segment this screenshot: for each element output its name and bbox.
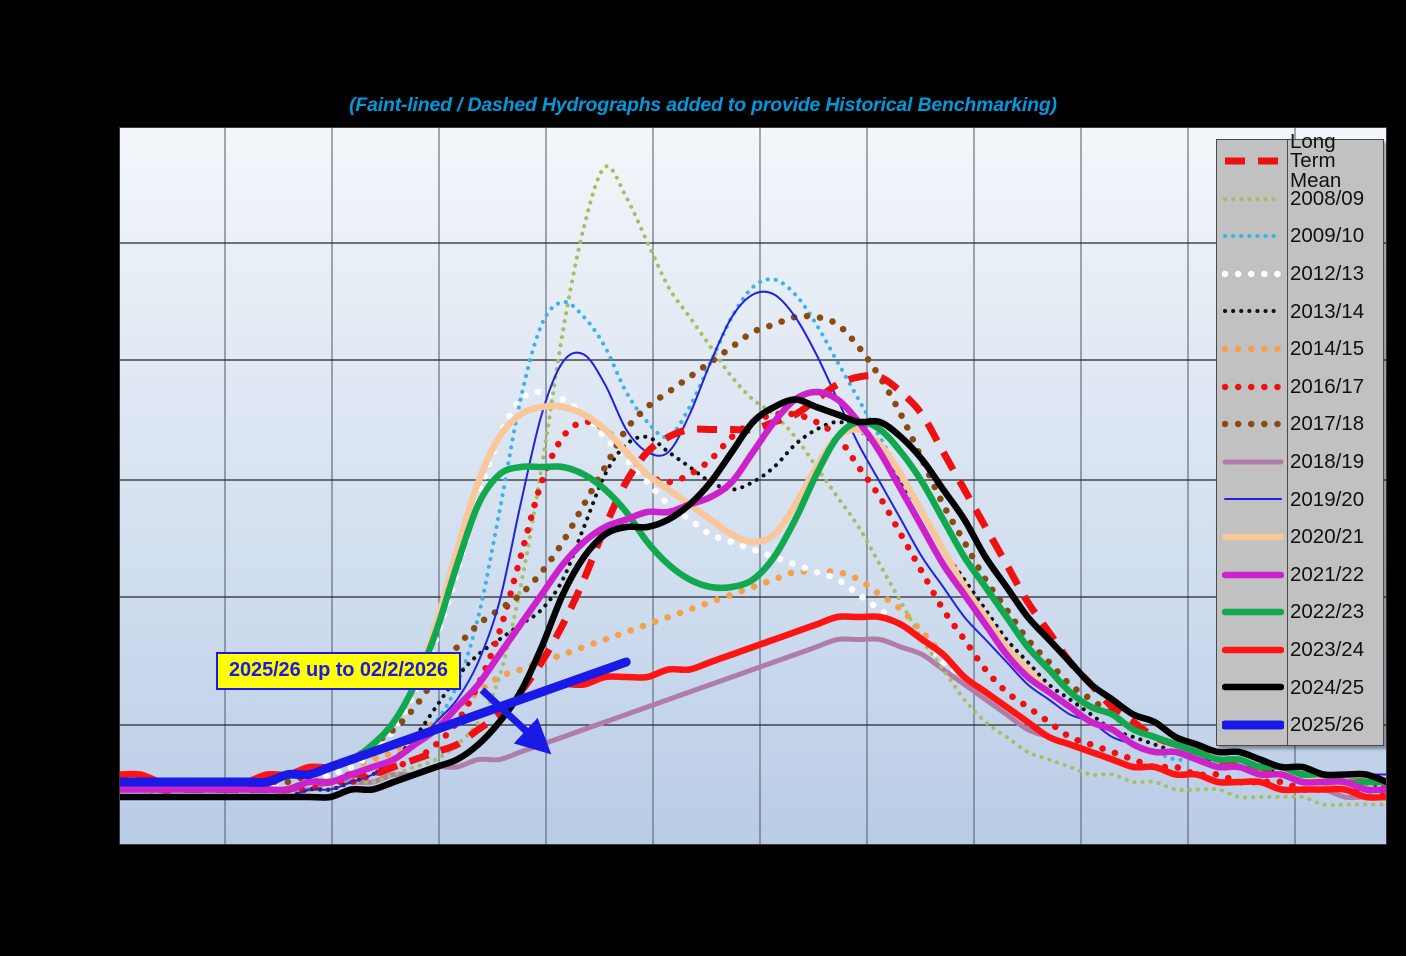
series-2021-22: [119, 388, 1387, 794]
legend-label-2019-20: 2019/20: [1290, 487, 1365, 511]
series-2016-17: [119, 410, 1387, 801]
legend-swatch-long-term-mean: [1222, 150, 1284, 172]
legend-item-2020-21[interactable]: 2020/21: [1217, 518, 1385, 556]
legend-swatch-2023-24: [1222, 639, 1284, 661]
annotation-callout: 2025/26 up to 02/2/2026: [216, 652, 461, 690]
legend-swatch-2025-26: [1222, 714, 1284, 736]
plot-area: [119, 127, 1387, 845]
chart-subtitle: (Faint-lined / Dashed Hydrographs added …: [349, 94, 1057, 116]
legend-swatch-2014-15: [1222, 338, 1284, 360]
legend-box[interactable]: Long Term Mean 2008/09 2009/10 2012/13 2013/…: [1216, 131, 1385, 746]
legend-item-2014-15[interactable]: 2014/15: [1217, 330, 1385, 368]
series-2017-18: [119, 312, 1387, 794]
series-2014-15: [119, 568, 1387, 801]
legend-item-2024-25[interactable]: 2024/25: [1217, 668, 1385, 706]
legend-item-2023-24[interactable]: 2023/24: [1217, 631, 1385, 669]
legend-swatch-2016-17: [1222, 376, 1284, 398]
legend-item-2013-14[interactable]: 2013/14: [1217, 292, 1385, 330]
legend-item-long-term-mean[interactable]: Long Term Mean: [1217, 131, 1385, 191]
legend-label-2025-26: 2025/26: [1290, 713, 1365, 737]
legend-swatch-2022-23: [1222, 601, 1284, 623]
legend-label-2014-15: 2014/15: [1290, 337, 1365, 361]
legend-swatch-2017-18: [1222, 413, 1284, 435]
legend-item-2025-26[interactable]: 2025/26: [1217, 706, 1385, 744]
legend-swatch-2020-21: [1222, 526, 1284, 548]
legend-item-2017-18[interactable]: 2017/18: [1217, 405, 1385, 443]
legend-label-2020-21: 2020/21: [1290, 525, 1365, 549]
series-2009-10: [119, 277, 1387, 793]
series-2008-09: [119, 164, 1387, 808]
legend-item-2009-10[interactable]: 2009/10: [1217, 217, 1385, 255]
legend-swatch-2013-14: [1222, 300, 1284, 322]
legend-swatch-2018-19: [1222, 451, 1284, 473]
gridlines: [119, 127, 1387, 845]
legend-item-2012-13[interactable]: 2012/13: [1217, 255, 1385, 293]
series-2022-23: [119, 418, 1387, 786]
legend-label-2013-14: 2013/14: [1290, 299, 1365, 323]
legend-label-2012-13: 2012/13: [1290, 262, 1365, 286]
legend-label-2016-17: 2016/17: [1290, 374, 1365, 398]
legend-item-2022-23[interactable]: 2022/23: [1217, 593, 1385, 631]
series-lines: [119, 164, 1387, 808]
legend-label-2022-23: 2022/23: [1290, 600, 1365, 624]
legend-swatch-2008-09: [1222, 188, 1284, 210]
legend-divider: [1287, 140, 1288, 745]
legend-item-2018-19[interactable]: 2018/19: [1217, 443, 1385, 481]
legend-label-2018-19: 2018/19: [1290, 450, 1365, 474]
legend-label-2021-22: 2021/22: [1290, 562, 1365, 586]
series-2020-21: [119, 402, 1387, 786]
plot-lines: [119, 127, 1387, 845]
legend-item-2016-17[interactable]: 2016/17: [1217, 368, 1385, 406]
legend-label-2017-18: 2017/18: [1290, 412, 1365, 436]
legend-label-2008-09: 2008/09: [1290, 186, 1365, 210]
legend-swatch-2009-10: [1222, 225, 1284, 247]
legend-item-2019-20[interactable]: 2019/20: [1217, 480, 1385, 518]
legend-swatch-2012-13: [1222, 263, 1284, 285]
series-2024-25: [119, 396, 1387, 801]
legend-label-2024-25: 2024/25: [1290, 675, 1365, 699]
legend-item-2008-09[interactable]: 2008/09: [1217, 180, 1385, 218]
legend-swatch-2021-22: [1222, 564, 1284, 586]
legend-swatch-2024-25: [1222, 676, 1284, 698]
legend-item-2021-22[interactable]: 2021/22: [1217, 556, 1385, 594]
legend-label-long-term-mean: Long Term Mean: [1290, 129, 1342, 192]
legend-swatch-2019-20: [1222, 488, 1284, 510]
legend-label-2023-24: 2023/24: [1290, 638, 1365, 662]
series-2025-26: [119, 657, 631, 788]
legend-label-2009-10: 2009/10: [1290, 224, 1365, 248]
